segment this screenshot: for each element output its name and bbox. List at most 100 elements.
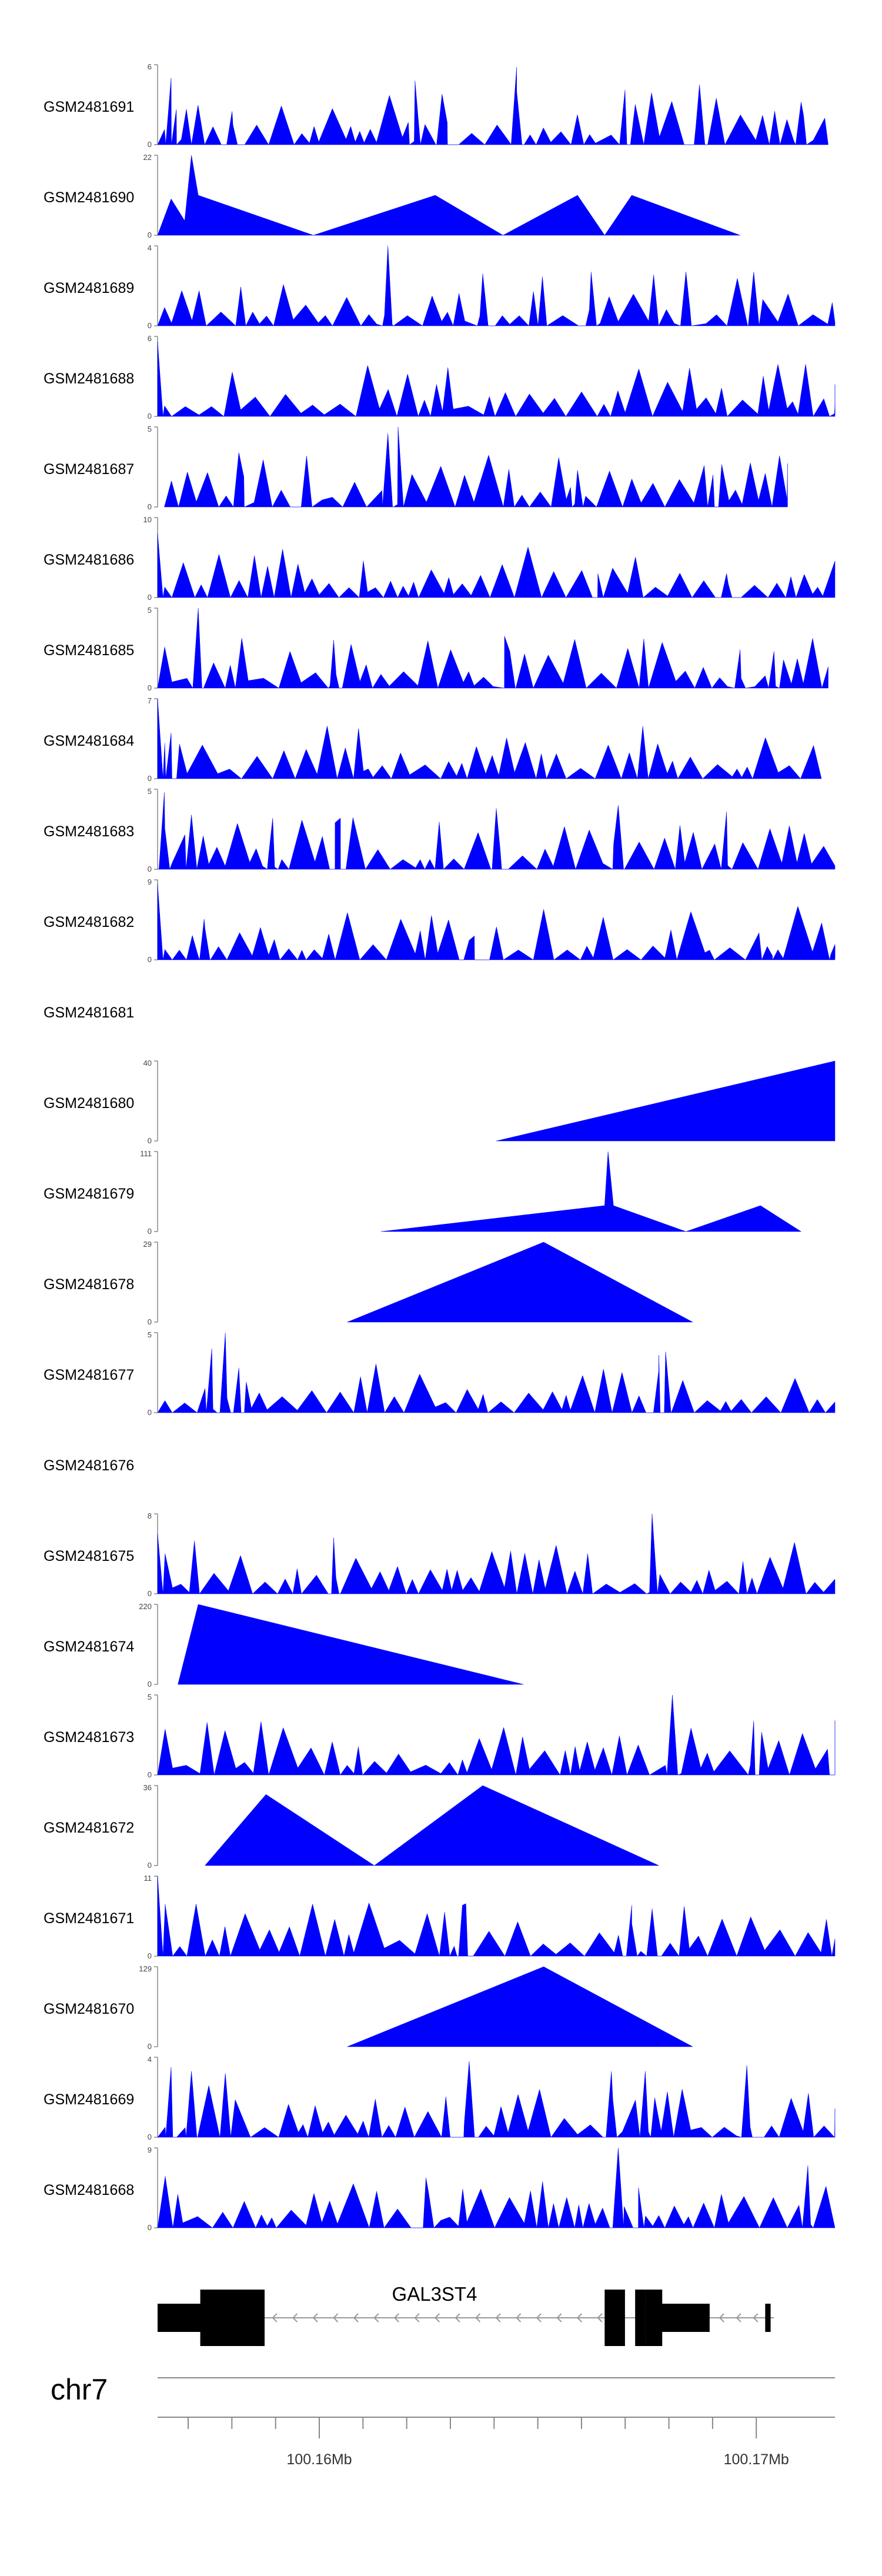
y-axis-max-label: 111 [140, 1149, 152, 1158]
y-axis-zero-label: 0 [148, 2042, 152, 2051]
track-name: GSM2481688 [44, 371, 134, 387]
track-GSM2481691: GSM2481691 6 0 [44, 62, 828, 149]
track-GSM2481686: GSM2481686 10 0 [44, 515, 836, 602]
coverage-area [157, 608, 828, 689]
strand-chevron [393, 2313, 399, 2323]
track-name: GSM2481686 [44, 552, 134, 568]
coverage-area [157, 1694, 836, 1776]
strand-chevron [353, 2313, 359, 2323]
track-GSM2481685: GSM2481685 5 0 [44, 606, 828, 692]
track-GSM2481684: GSM2481684 7 0 [44, 696, 822, 783]
strand-chevron [414, 2313, 420, 2323]
y-axis-zero-label: 0 [148, 1589, 152, 1598]
strand-chevron [576, 2313, 582, 2323]
strand-chevron [556, 2313, 562, 2323]
track-GSM2481682: GSM2481682 9 0 [44, 877, 836, 964]
y-axis-zero-label: 0 [148, 1317, 152, 1326]
gene-exon [604, 2290, 625, 2346]
gene-model: GAL3ST4 [158, 2283, 774, 2346]
y-axis-max-label: 36 [143, 1783, 152, 1792]
y-axis-max-label: 6 [148, 334, 152, 343]
coverage-area [205, 1785, 659, 1866]
coverage-area [157, 1332, 836, 1413]
coverage-area [496, 1060, 836, 1142]
coverage-area [381, 1151, 802, 1232]
coverage-area [157, 533, 836, 598]
track-GSM2481689: GSM2481689 4 0 [44, 243, 836, 330]
x-axis-tick-label: 100.16Mb [286, 2451, 352, 2468]
y-axis-max-label: 40 [143, 1059, 152, 1067]
track-GSM2481672: GSM2481672 36 0 [44, 1783, 659, 1870]
y-axis-max-label: 6 [148, 62, 152, 71]
y-axis-zero-label: 0 [148, 1861, 152, 1870]
strand-chevron [719, 2313, 724, 2323]
y-axis-zero-label: 0 [148, 412, 152, 421]
y-axis-max-label: 4 [148, 243, 152, 252]
coverage-tracks: GSM248169160GSM2481690220GSM248168940GSM… [44, 62, 836, 2232]
track-name: GSM2481675 [44, 1548, 134, 1564]
y-axis-zero-label: 0 [148, 683, 152, 692]
y-axis-max-label: 5 [148, 787, 152, 796]
track-GSM2481668: GSM2481668 9 0 [44, 2145, 836, 2232]
track-name: GSM2481687 [44, 461, 134, 478]
y-axis-max-label: 29 [143, 1240, 152, 1249]
gene-exon [645, 2290, 663, 2346]
strand-chevron [373, 2313, 379, 2323]
track-GSM2481679: GSM2481679 111 0 [44, 1149, 802, 1236]
y-axis-zero-label: 0 [148, 865, 152, 873]
gene-exon [765, 2304, 771, 2332]
y-axis-zero-label: 0 [148, 140, 152, 149]
gene-exon [158, 2304, 202, 2332]
track-GSM2481670: GSM2481670 129 0 [44, 1964, 693, 2051]
strand-chevron [292, 2313, 298, 2323]
track-name: GSM2481683 [44, 823, 134, 840]
y-axis-zero-label: 0 [148, 231, 152, 239]
strand-chevron [597, 2313, 603, 2323]
coverage-area [347, 1966, 693, 2047]
track-GSM2481669: GSM2481669 4 0 [44, 2055, 836, 2141]
y-axis-max-label: 5 [148, 425, 152, 433]
track-name: GSM2481684 [44, 733, 134, 749]
track-GSM2481683: GSM2481683 5 0 [44, 787, 836, 873]
y-axis-zero-label: 0 [148, 502, 152, 511]
y-axis-max-label: 8 [148, 1511, 152, 1520]
strand-chevron [475, 2313, 481, 2323]
coverage-area [157, 342, 836, 417]
strand-chevron [753, 2313, 759, 2323]
track-GSM2481674: GSM2481674 220 0 [44, 1602, 524, 1689]
gene-exon [200, 2290, 265, 2346]
track-GSM2481675: GSM2481675 8 0 [44, 1511, 836, 1598]
y-axis-zero-label: 0 [148, 321, 152, 330]
strand-chevron [455, 2313, 460, 2323]
strand-chevron [736, 2313, 741, 2323]
track-GSM2481671: GSM2481671 11 0 [44, 1874, 836, 1960]
y-axis-max-label: 9 [148, 2145, 152, 2154]
y-axis-max-label: 4 [148, 2055, 152, 2064]
track-name: GSM2481669 [44, 2091, 134, 2108]
strand-chevron [516, 2313, 522, 2323]
track-name: GSM2481681 [44, 1005, 134, 1021]
coverage-area [157, 1513, 836, 1594]
strand-chevron [333, 2313, 339, 2323]
track-name: GSM2481679 [44, 1186, 134, 1202]
coverage-area [158, 792, 836, 870]
track-name: GSM2481690 [44, 189, 134, 206]
gene-exon [635, 2290, 646, 2346]
y-axis-zero-label: 0 [148, 2223, 152, 2232]
coverage-area [347, 1242, 693, 1323]
y-axis-max-label: 129 [139, 1964, 152, 1973]
y-axis-zero-label: 0 [148, 1680, 152, 1689]
y-axis-max-label: 220 [139, 1602, 152, 1611]
track-GSM2481680: GSM2481680 40 0 [44, 1059, 836, 1145]
coverage-area [157, 2061, 836, 2138]
track-name: GSM2481685 [44, 642, 134, 659]
y-axis-max-label: 7 [148, 696, 152, 705]
track-name: GSM2481682 [44, 914, 134, 930]
genome-axis: chr7 100.16Mb 100.17Mb [51, 2373, 835, 2468]
y-axis-zero-label: 0 [148, 774, 152, 783]
y-axis-zero-label: 0 [148, 1136, 152, 1145]
track-name: GSM2481672 [44, 1820, 134, 1836]
track-name: GSM2481671 [44, 1910, 134, 1927]
y-axis-zero-label: 0 [148, 593, 152, 602]
